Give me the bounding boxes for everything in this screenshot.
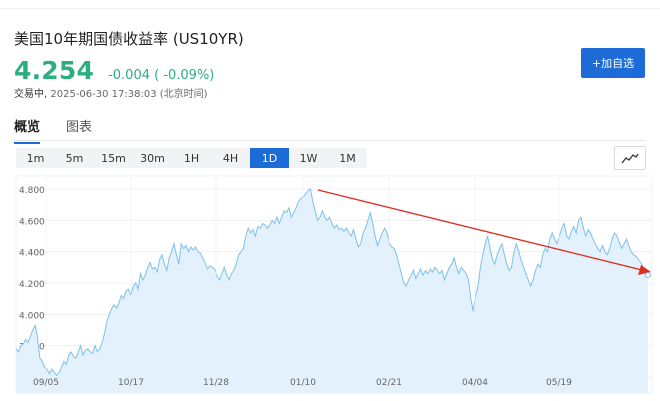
x-tick-label: 02/21 [376,378,402,388]
chart-svg: 4.8004.6004.4004.2004.0003.8003.60009/05… [15,175,653,394]
x-tick-label: 11/28 [203,378,229,388]
tab-bar: 概览 图表 [14,116,118,144]
price-change: -0.004 ( -0.09%) [108,68,215,83]
period-4h[interactable]: 4H [222,151,239,165]
quote-row: 4.254 -0.004 ( -0.09%) [14,56,214,85]
y-tick-label: 4.400 [19,249,45,259]
period-1h[interactable]: 1H [183,151,200,165]
tab-chart[interactable]: 图表 [66,120,93,135]
series-area [16,189,648,393]
trading-meta: 交易中, 2025-06-30 17:38:03 (北京时间) [14,85,208,100]
trend-arrow-line [317,189,643,271]
period-1mo[interactable]: 1M [339,151,356,165]
period-1w[interactable]: 1W [299,151,318,165]
line-chart-icon [621,153,639,164]
price-chart[interactable]: 4.8004.6004.4004.2004.0003.8003.60009/05… [0,172,660,401]
tab-overview[interactable]: 概览 [14,116,41,144]
y-tick-label: 4.200 [19,280,45,290]
x-tick-label: 05/19 [546,378,572,388]
period-1m[interactable]: 1m [26,151,45,165]
period-15m[interactable]: 15m [101,151,126,165]
trading-status: 交易中, [14,89,48,100]
tabs-divider [14,140,646,141]
series-line [15,188,649,377]
period-1d[interactable]: 1D [250,148,289,168]
x-tick-label: 10/17 [118,378,144,388]
y-tick-label: 4.000 [19,311,45,321]
x-tick-label: 09/05 [33,378,59,388]
x-tick-label: 04/04 [462,378,488,388]
current-price: 4.254 [14,56,95,85]
y-tick-label: 4.600 [19,217,45,227]
period-5m[interactable]: 5m [65,151,84,165]
quote-timestamp: 2025-06-30 17:38:03 (北京时间) [50,89,208,100]
chart-type-toggle[interactable] [614,146,646,170]
period-selector: 1m 5m 15m 30m 1H 4H 1D 1W 1M [16,148,367,168]
top-divider [0,8,660,9]
add-to-watchlist-button[interactable]: +加自选 [581,48,645,78]
last-price-marker [645,272,651,279]
page-title: 美国10年期国债收益率 (US10YR) [14,30,244,48]
period-30m[interactable]: 30m [140,151,165,165]
x-tick-label: 01/10 [290,378,316,388]
y-tick-label: 4.800 [19,186,45,196]
